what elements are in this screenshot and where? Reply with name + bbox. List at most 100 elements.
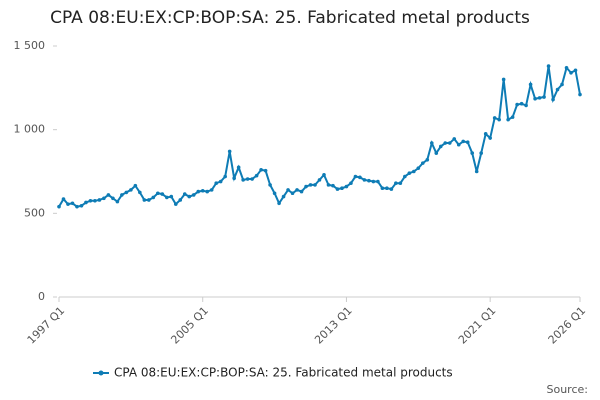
point xyxy=(456,142,461,147)
point xyxy=(362,178,367,182)
point xyxy=(394,181,398,186)
point xyxy=(88,198,93,203)
point xyxy=(272,191,277,196)
point xyxy=(214,181,218,186)
point xyxy=(510,115,515,119)
point xyxy=(142,198,147,202)
point xyxy=(412,169,416,174)
point xyxy=(470,151,475,155)
point xyxy=(398,181,403,186)
legend-label: CPA 08:EU:EX:CP:BOP:SA: 25. Fabricated m… xyxy=(114,366,453,380)
point xyxy=(205,189,210,194)
point xyxy=(263,168,268,173)
point xyxy=(443,141,448,145)
point xyxy=(542,95,546,99)
point xyxy=(569,70,573,75)
point xyxy=(528,82,533,87)
point xyxy=(308,183,313,187)
point xyxy=(299,189,304,194)
point xyxy=(111,196,115,201)
point xyxy=(191,193,196,197)
point xyxy=(57,204,61,209)
point xyxy=(218,179,223,184)
point xyxy=(385,186,389,191)
point xyxy=(164,195,169,200)
point xyxy=(461,139,466,144)
point xyxy=(537,96,542,100)
point xyxy=(551,97,555,102)
point xyxy=(429,141,434,145)
point xyxy=(335,187,340,191)
point xyxy=(349,181,353,186)
point xyxy=(533,96,537,101)
point xyxy=(573,68,578,73)
legend-marker xyxy=(98,370,104,376)
point xyxy=(151,195,156,200)
point xyxy=(223,174,227,179)
point xyxy=(124,190,129,195)
point xyxy=(209,188,214,192)
point xyxy=(70,201,75,206)
point xyxy=(169,194,174,199)
point xyxy=(358,175,362,180)
point xyxy=(133,183,138,188)
point xyxy=(479,151,483,155)
point xyxy=(425,157,430,162)
point xyxy=(344,184,349,189)
point xyxy=(102,196,106,201)
point xyxy=(79,204,84,208)
point xyxy=(160,192,165,196)
point xyxy=(340,186,344,191)
point xyxy=(129,188,133,192)
point xyxy=(452,137,457,141)
point xyxy=(519,101,524,106)
y-tick-label: 500 xyxy=(24,206,45,219)
point xyxy=(304,184,308,189)
point xyxy=(227,149,232,154)
point xyxy=(120,193,124,197)
y-tick-label: 1 500 xyxy=(14,39,46,52)
point xyxy=(313,183,317,187)
x-tick-label: 2013 Q1 xyxy=(312,304,355,347)
point xyxy=(376,179,380,184)
point xyxy=(178,198,183,202)
point xyxy=(138,190,142,195)
point xyxy=(156,191,160,196)
chart-title: CPA 08:EU:EX:CP:BOP:SA: 25. Fabricated m… xyxy=(50,8,530,28)
point xyxy=(66,202,70,206)
x-tick-label: 2005 Q1 xyxy=(168,304,211,347)
point xyxy=(295,188,299,192)
point xyxy=(84,200,88,205)
point xyxy=(447,141,452,145)
point xyxy=(483,132,488,136)
point xyxy=(434,151,439,155)
point xyxy=(326,183,331,187)
point xyxy=(75,204,79,209)
point xyxy=(277,201,281,206)
point xyxy=(367,178,371,183)
point xyxy=(250,177,254,181)
point xyxy=(546,64,551,68)
point xyxy=(173,202,178,206)
point xyxy=(182,192,187,196)
point xyxy=(268,183,272,187)
point xyxy=(97,198,102,202)
source: Source: xyxy=(547,383,589,396)
point xyxy=(524,103,528,108)
x-tick-label: 2026 Q1 xyxy=(546,304,589,347)
point xyxy=(560,82,564,87)
point xyxy=(578,92,582,97)
point xyxy=(236,165,241,170)
line xyxy=(58,65,581,208)
y-tick-label: 1 000 xyxy=(14,123,46,136)
point xyxy=(322,173,326,177)
point xyxy=(506,117,510,122)
point xyxy=(380,186,385,191)
point xyxy=(241,178,245,182)
point xyxy=(106,193,111,197)
point xyxy=(407,171,412,175)
point xyxy=(371,179,376,184)
point xyxy=(474,169,479,174)
point xyxy=(564,65,569,70)
